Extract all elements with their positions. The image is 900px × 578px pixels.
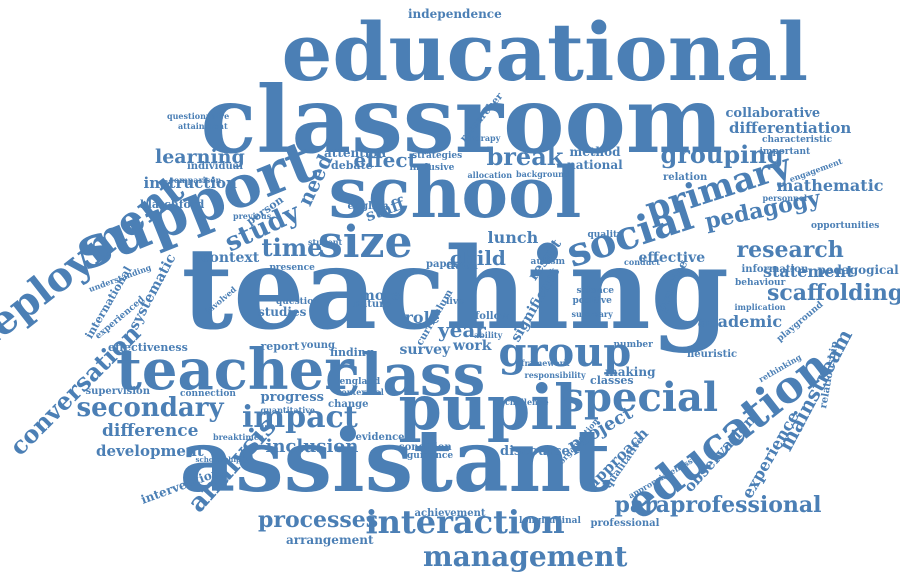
cloud-word: difference	[102, 423, 198, 440]
cloud-word: professional	[591, 519, 660, 529]
cloud-word: paper	[426, 260, 458, 270]
cloud-word: longitudinal	[519, 517, 581, 526]
cloud-word: heuristic	[687, 350, 737, 360]
cloud-word: processes	[258, 509, 378, 531]
cloud-word: important	[760, 148, 811, 157]
cloud-word: inclusion	[266, 438, 359, 456]
cloud-word: finding	[330, 347, 374, 358]
cloud-word: break	[487, 145, 564, 169]
cloud-word: contextual	[337, 388, 384, 396]
cloud-word: blatchford	[140, 199, 204, 210]
cloud-word: management	[423, 543, 627, 571]
cloud-word: arrangement	[286, 534, 374, 546]
cloud-word: presence	[270, 264, 315, 273]
cloud-word: studies	[258, 306, 306, 318]
cloud-word: development	[96, 444, 204, 459]
cloud-word: opportunities	[811, 222, 879, 231]
cloud-word: challenge	[505, 398, 549, 406]
cloud-word: special	[562, 378, 719, 418]
cloud-word: implication	[735, 303, 786, 311]
cloud-word: attainment	[178, 122, 228, 130]
cloud-word: number	[614, 341, 653, 350]
cloud-word: live	[446, 298, 464, 307]
cloud-word: comparison	[169, 176, 221, 184]
cloud-word: lunch	[488, 230, 539, 246]
cloud-word: supervision	[86, 387, 151, 397]
cloud-word: breaktimes	[213, 433, 263, 441]
cloud-word: information	[742, 265, 809, 275]
cloud-word: england	[340, 378, 381, 387]
cloud-word: connection	[180, 390, 236, 399]
cloud-word: secondary	[77, 395, 224, 421]
cloud-word: ability	[474, 331, 502, 339]
cloud-word: allocation	[468, 171, 513, 179]
cloud-word: follow	[475, 312, 509, 322]
cloud-word: scaffolding	[767, 282, 900, 304]
cloud-word: differentiation	[729, 121, 851, 136]
cloud-word: quantitative	[261, 406, 316, 414]
cloud-word: progress	[261, 391, 324, 404]
cloud-word: report	[261, 341, 300, 352]
cloud-word: previous	[233, 212, 271, 220]
cloud-word: quality	[588, 231, 623, 240]
cloud-word: child	[450, 248, 506, 268]
cloud-word: summary	[572, 310, 613, 318]
cloud-word: research	[737, 239, 844, 261]
cloud-word: guidance	[407, 452, 453, 461]
cloud-word: individual	[187, 162, 243, 172]
cloud-word: student	[308, 238, 342, 246]
cloud-word: evidence	[356, 433, 405, 443]
cloud-word: responsibility	[525, 371, 586, 379]
cloud-word: context	[201, 251, 259, 265]
cloud-word: questionnaire	[167, 112, 229, 120]
cloud-word: independence	[408, 8, 502, 20]
cloud-word: background	[516, 170, 570, 178]
cloud-word: attention	[324, 147, 386, 159]
cloud-word: pedagogical	[818, 264, 899, 276]
cloud-word: science	[577, 287, 614, 296]
cloud-word: framework	[521, 359, 569, 367]
cloud-word: personnel	[763, 194, 808, 202]
cloud-word: positive	[573, 297, 612, 306]
cloud-word: young	[301, 341, 335, 351]
cloud-word: inclusive	[410, 164, 455, 173]
cloud-word: characteristic	[762, 136, 832, 145]
cloud-word: debate	[331, 160, 373, 171]
cloud-word: nature	[354, 300, 391, 310]
cloud-word: classes	[590, 375, 634, 386]
cloud-word: method	[570, 146, 621, 158]
cloud-word: change	[328, 400, 368, 410]
cloud-word: relation	[663, 173, 707, 183]
cloud-word: scholarship	[196, 456, 241, 463]
cloud-word: effectiveness	[108, 342, 188, 353]
cloud-word: national	[567, 159, 623, 171]
cloud-word: academic	[698, 314, 783, 330]
cloud-word: achievement	[415, 509, 486, 519]
cloud-word: behaviour	[735, 279, 785, 288]
cloud-word: paraprofessional	[615, 494, 822, 516]
cloud-word: collaborative	[726, 107, 821, 120]
cloud-word: conduct	[624, 258, 660, 266]
cloud-word: strategies	[412, 152, 462, 161]
